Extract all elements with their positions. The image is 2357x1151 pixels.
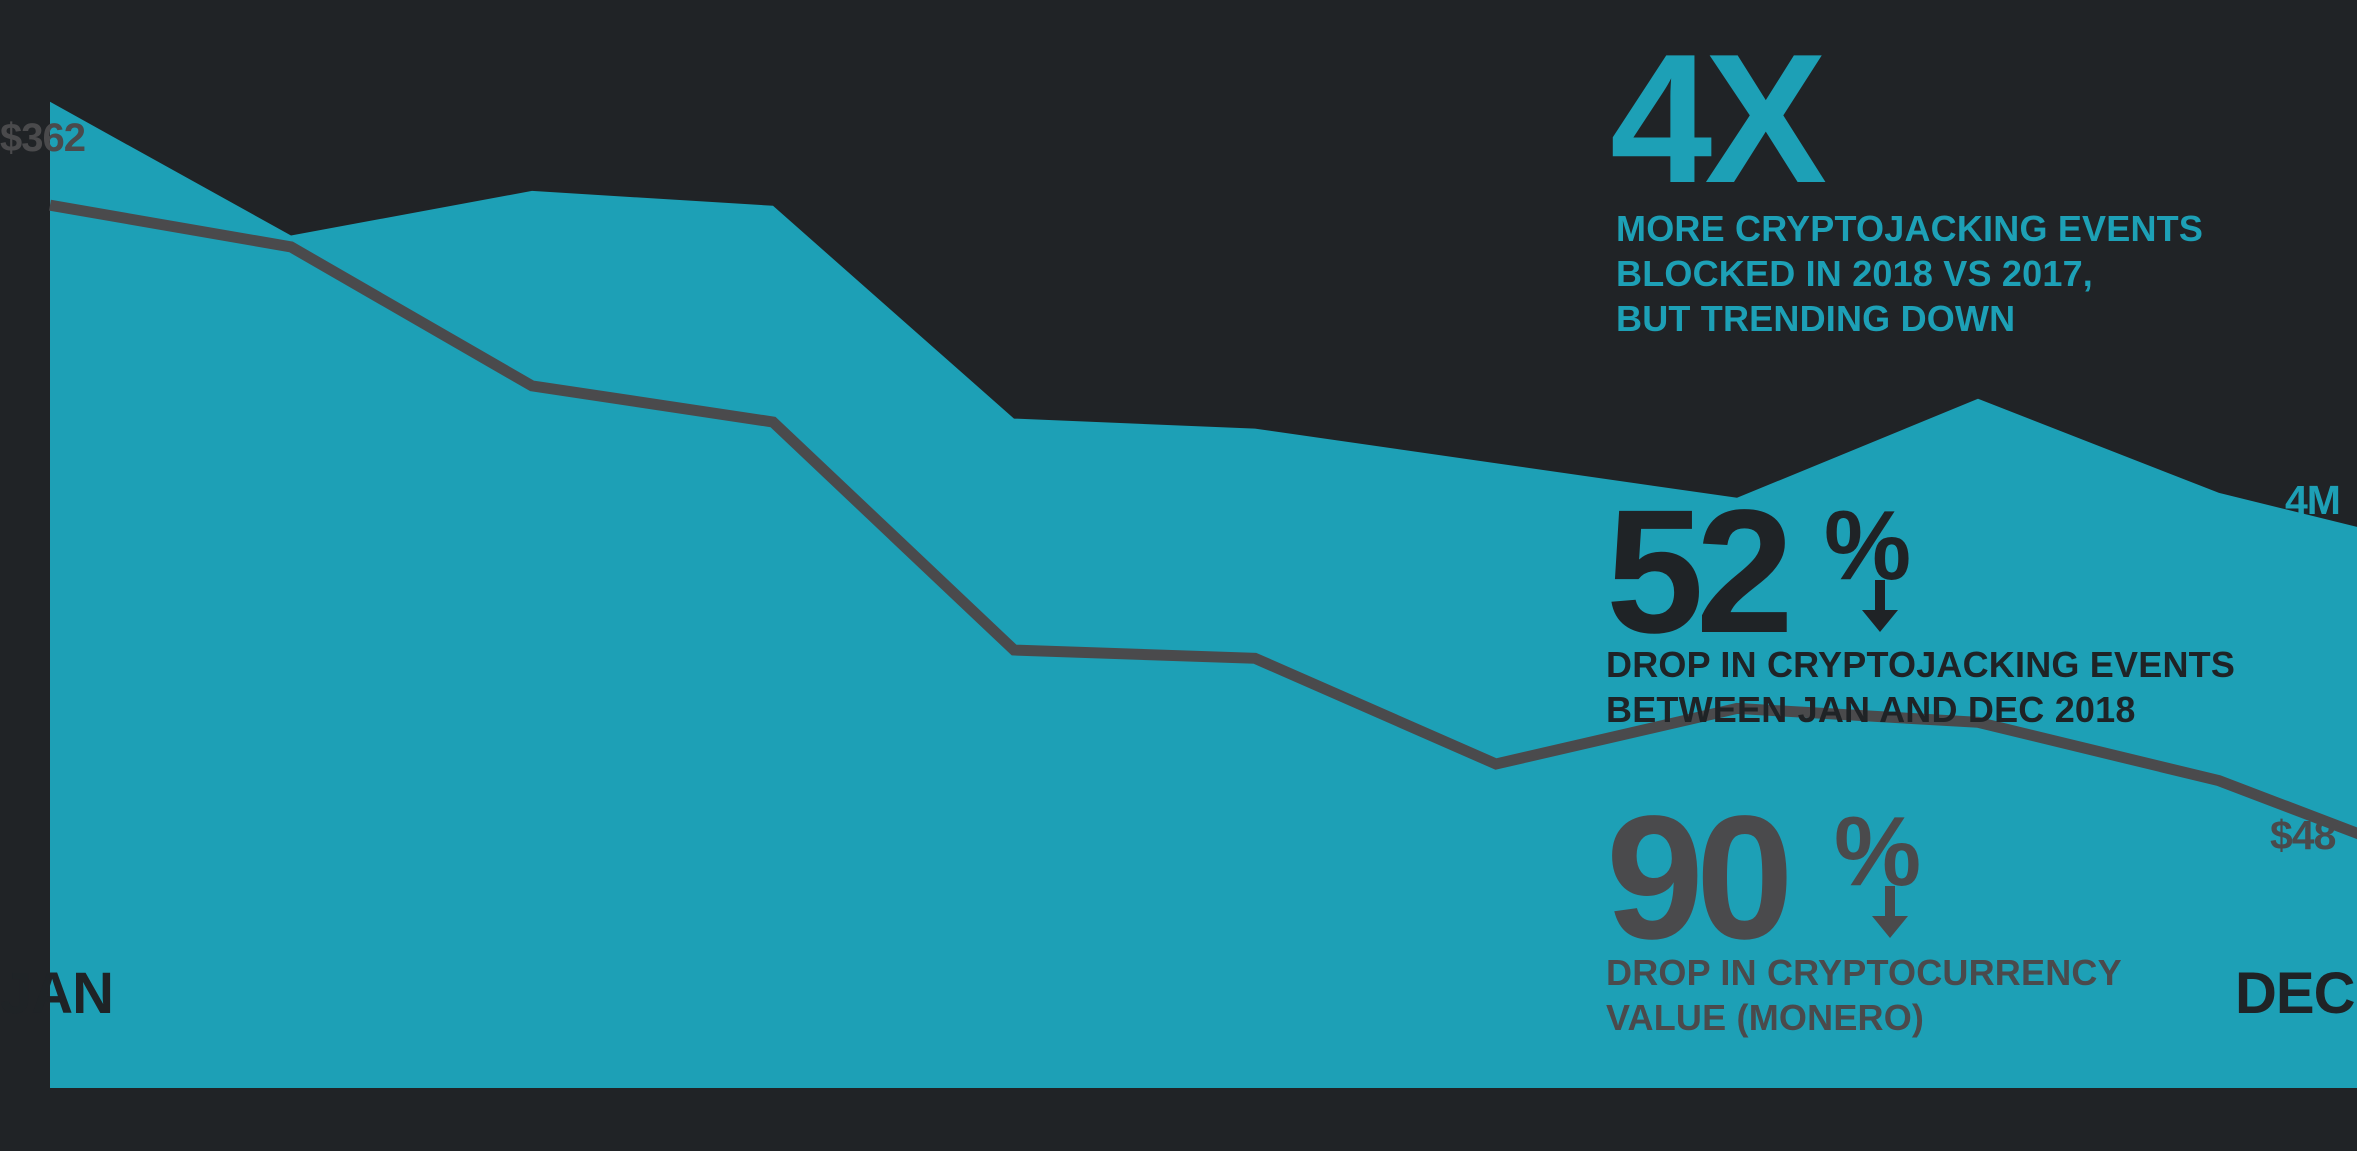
value-line <box>49 199 2357 840</box>
stat-events-drop: 52 % DROP IN CRYPTOJACKING EVENTS BETWEE… <box>1606 484 2235 732</box>
stat-events-increase-value: 4X <box>1610 15 1827 221</box>
stat-events-increase-text: MORE CRYPTOJACKING EVENTS BLOCKED IN 201… <box>1616 208 2204 339</box>
x-label-start: JAN <box>0 961 114 1026</box>
stat-events-increase: 4X MORE CRYPTOJACKING EVENTS BLOCKED IN … <box>1610 26 2204 341</box>
stat-events-drop-text: DROP IN CRYPTOJACKING EVENTS BETWEEN JAN… <box>1606 644 2236 730</box>
stat-value-drop-value: 90 <box>1606 780 1794 976</box>
arrow-down-icon <box>1862 580 1898 632</box>
arrow-down-icon <box>1872 886 1908 938</box>
percent-symbol: % <box>1824 490 1912 600</box>
events-area <box>50 101 2357 1088</box>
events-end-label: 4M <box>2285 477 2341 523</box>
value-end-label: $48 <box>2270 812 2336 858</box>
stat-value-drop-text: DROP IN CRYPTOCURRENCY VALUE (MONERO) <box>1606 952 2122 1038</box>
x-label-end: DEC <box>2235 961 2355 1026</box>
value-start-label: $362 <box>0 116 86 160</box>
stat-value-drop: 90 % DROP IN CRYPTOCURRENCY VALUE (MONER… <box>1606 790 2122 1040</box>
percent-symbol: % <box>1834 796 1922 906</box>
stat-events-drop-value: 52 <box>1606 474 1794 670</box>
